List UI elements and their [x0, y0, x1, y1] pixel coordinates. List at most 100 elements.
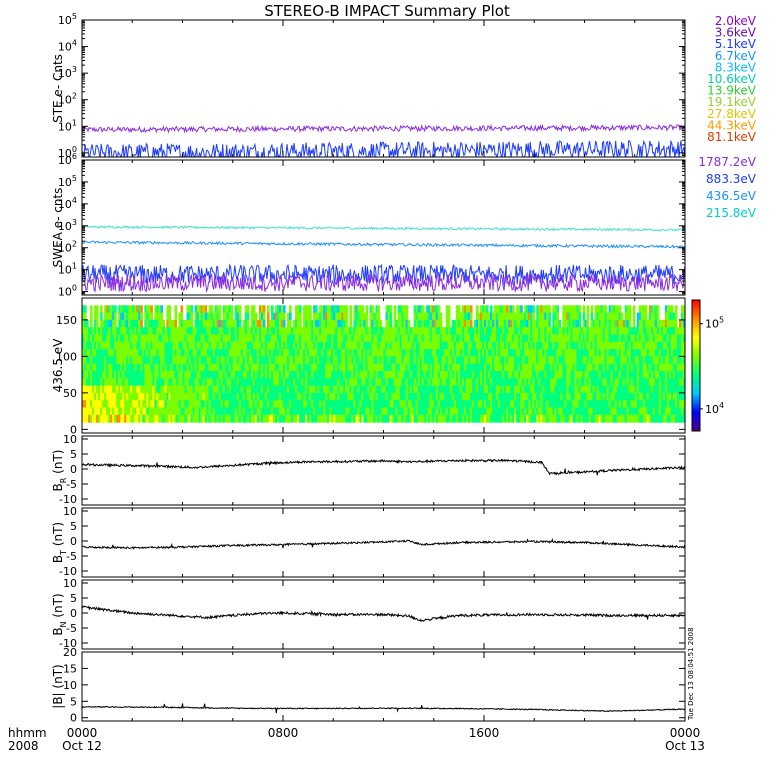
heatmap-cell — [498, 407, 501, 416]
heatmap-cell — [272, 349, 276, 357]
heatmap-cell — [280, 349, 284, 357]
heatmap-cell — [564, 400, 568, 409]
heatmap-cell — [510, 356, 513, 365]
heatmap-cell — [610, 341, 614, 350]
heatmap-cell — [502, 392, 505, 401]
heatmap-cell — [214, 385, 218, 394]
heatmap-cell — [630, 349, 634, 357]
heatmap-cell — [313, 378, 316, 387]
heatmap-cell — [600, 356, 604, 365]
heatmap-cell — [465, 363, 469, 372]
heatmap-cell — [391, 334, 395, 343]
heatmap-cell — [640, 414, 644, 423]
heatmap-cell — [415, 334, 419, 343]
heatmap-cell — [522, 378, 525, 387]
heatmap-cell — [429, 407, 433, 416]
heatmap-cell — [403, 363, 407, 372]
heatmap-cell — [110, 334, 113, 343]
heatmap-cell — [353, 341, 356, 350]
heatmap-cell — [588, 392, 592, 401]
heatmap-cell — [576, 305, 580, 314]
heatmap-cell — [554, 370, 557, 379]
heatmap-cell — [319, 414, 322, 423]
heatmap-cell — [268, 341, 272, 350]
heatmap-cell — [138, 370, 141, 379]
heatmap-cell — [401, 378, 405, 387]
heatmap-cell — [218, 312, 222, 321]
y-tick-label: 10 — [63, 679, 77, 692]
heatmap-cell — [228, 305, 232, 314]
heatmap-cell — [363, 407, 367, 416]
heatmap-cell — [130, 400, 133, 409]
heatmap-cell — [417, 400, 421, 409]
heatmap-cell — [473, 319, 477, 328]
heatmap-cell — [144, 378, 147, 387]
heatmap-cell — [301, 349, 304, 357]
heatmap-cell — [634, 414, 638, 423]
heatmap-cell — [429, 312, 433, 321]
heatmap-cell — [449, 349, 453, 357]
heatmap-cell — [558, 414, 561, 423]
x-axis-corner-label: hhmm — [8, 726, 47, 740]
heatmap-cell — [680, 363, 684, 372]
heatmap-cell — [158, 400, 161, 409]
heatmap-cell — [305, 327, 308, 336]
heatmap-cell — [506, 327, 509, 336]
heatmap-cell — [654, 385, 658, 394]
heatmap-cell — [387, 392, 391, 401]
heatmap-cell — [216, 378, 220, 387]
heatmap-cell — [339, 414, 342, 423]
heatmap-cell — [650, 378, 654, 387]
heatmap-cell — [351, 400, 354, 409]
heatmap-cell — [530, 327, 533, 336]
heatmap-cell — [604, 392, 608, 401]
heatmap-cell — [150, 349, 153, 357]
heatmap-cell — [564, 356, 568, 365]
heatmap-cell — [170, 327, 174, 336]
heatmap-cell — [176, 407, 180, 416]
heatmap-cell — [528, 312, 531, 321]
heatmap-cell — [252, 312, 256, 321]
heatmap-cell — [459, 356, 463, 365]
heatmap-cell — [188, 305, 192, 314]
heatmap-cell — [108, 319, 111, 328]
heatmap-cell — [132, 392, 135, 401]
heatmap-cell — [138, 349, 141, 357]
heatmap-cell — [630, 407, 634, 416]
heatmap-cell — [367, 349, 371, 357]
heatmap-cell — [399, 349, 403, 357]
heatmap-cell — [526, 400, 529, 409]
heatmap-cell — [560, 349, 563, 357]
heatmap-cell — [528, 327, 531, 336]
heatmap-cell — [220, 385, 224, 394]
heatmap-cell — [459, 312, 463, 321]
heatmap-cell — [676, 370, 680, 379]
heatmap-cell — [206, 407, 210, 416]
heatmap-cell — [660, 363, 664, 372]
heatmap-cell — [90, 327, 93, 336]
heatmap-cell — [650, 363, 654, 372]
heatmap-cell — [280, 327, 284, 336]
heatmap-cell — [234, 356, 238, 365]
heatmap-cell — [293, 414, 296, 423]
heatmap-cell — [550, 363, 553, 372]
heatmap-cell — [624, 407, 628, 416]
heatmap-cell — [270, 407, 274, 416]
heatmap-cell — [200, 370, 204, 379]
heatmap-cell — [534, 356, 537, 365]
heatmap-cell — [200, 392, 204, 401]
swea-series-line — [82, 224, 685, 232]
heatmap-cell — [484, 319, 487, 328]
heatmap-cell — [138, 392, 141, 401]
heatmap-cell — [337, 312, 340, 321]
heatmap-cell — [443, 414, 447, 423]
heatmap-cell — [381, 356, 385, 365]
heatmap-cell — [578, 370, 582, 379]
heatmap-cell — [594, 407, 598, 416]
heatmap-cell — [656, 312, 660, 321]
heatmap-cell — [144, 312, 147, 321]
heatmap-cell — [471, 370, 475, 379]
legend-entry: 5.1keV — [715, 37, 757, 51]
ste-series-line — [82, 139, 685, 157]
heatmap-cell — [461, 363, 465, 372]
